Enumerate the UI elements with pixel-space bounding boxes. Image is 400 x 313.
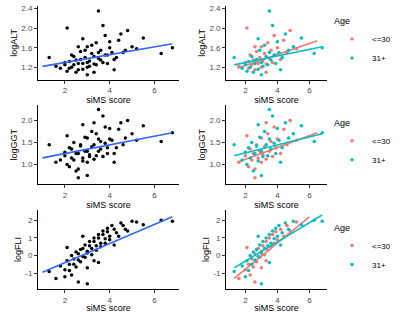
svg-text:2.0: 2.0 (209, 24, 221, 33)
svg-text:2: 2 (63, 86, 68, 95)
svg-text:4: 4 (275, 191, 280, 200)
svg-text:1.5: 1.5 (21, 138, 33, 147)
svg-text:logGGT: logGGT (197, 128, 207, 160)
svg-text:1.5: 1.5 (209, 138, 221, 147)
svg-text:31+: 31+ (372, 156, 386, 165)
svg-text:2.0: 2.0 (21, 116, 33, 125)
svg-text:siMS score: siMS score (254, 200, 299, 210)
svg-text:1.6: 1.6 (21, 44, 33, 53)
svg-text:logFLI: logFLI (201, 237, 211, 262)
svg-text:4: 4 (275, 86, 280, 95)
svg-text:2: 2 (28, 216, 33, 225)
svg-text:6: 6 (307, 191, 312, 200)
svg-text:logFLI: logFLI (13, 237, 23, 262)
svg-text:2: 2 (243, 86, 248, 95)
svg-text:siMS score: siMS score (254, 303, 299, 313)
svg-text:31+: 31+ (372, 54, 386, 63)
svg-text:2: 2 (243, 296, 248, 305)
svg-text:1: 1 (28, 234, 33, 243)
svg-text:1.2: 1.2 (21, 63, 33, 72)
svg-text:6: 6 (307, 86, 312, 95)
svg-text:6: 6 (307, 296, 312, 305)
svg-text:siMS score: siMS score (86, 95, 131, 105)
svg-text:1: 1 (216, 234, 221, 243)
svg-text:2.4: 2.4 (21, 4, 33, 13)
svg-text:6: 6 (152, 86, 157, 95)
svg-text:4: 4 (107, 86, 112, 95)
svg-text:1.6: 1.6 (209, 44, 221, 53)
svg-text:<=30: <=30 (372, 242, 391, 251)
svg-text:2.4: 2.4 (209, 4, 221, 13)
svg-text:<=30: <=30 (372, 137, 391, 146)
svg-text:2: 2 (63, 296, 68, 305)
svg-text:4: 4 (107, 191, 112, 200)
svg-text:6: 6 (152, 296, 157, 305)
svg-text:0: 0 (216, 251, 221, 260)
svg-text:1.2: 1.2 (209, 63, 221, 72)
svg-text:4: 4 (275, 296, 280, 305)
svg-text:Age: Age (334, 223, 350, 233)
svg-text:0: 0 (28, 251, 33, 260)
svg-text:2.0: 2.0 (21, 24, 33, 33)
svg-text:2: 2 (243, 191, 248, 200)
svg-text:2.0: 2.0 (209, 116, 221, 125)
svg-text:siMS score: siMS score (254, 95, 299, 105)
svg-text:logALT: logALT (9, 28, 19, 56)
svg-text:2: 2 (63, 191, 68, 200)
svg-text:logALT: logALT (197, 28, 207, 56)
svg-text:-1: -1 (213, 269, 221, 278)
svg-text:4: 4 (107, 296, 112, 305)
svg-text:1.0: 1.0 (209, 160, 221, 169)
svg-text:31+: 31+ (372, 261, 386, 270)
svg-text:-1: -1 (25, 269, 33, 278)
svg-text:1.0: 1.0 (21, 160, 33, 169)
svg-text:<=30: <=30 (372, 35, 391, 44)
svg-text:siMS score: siMS score (86, 200, 131, 210)
svg-text:siMS score: siMS score (86, 303, 131, 313)
svg-text:2: 2 (216, 216, 221, 225)
svg-text:6: 6 (152, 191, 157, 200)
svg-text:logGGT: logGGT (9, 128, 19, 160)
svg-text:Age: Age (334, 118, 350, 128)
svg-text:Age: Age (334, 16, 350, 26)
